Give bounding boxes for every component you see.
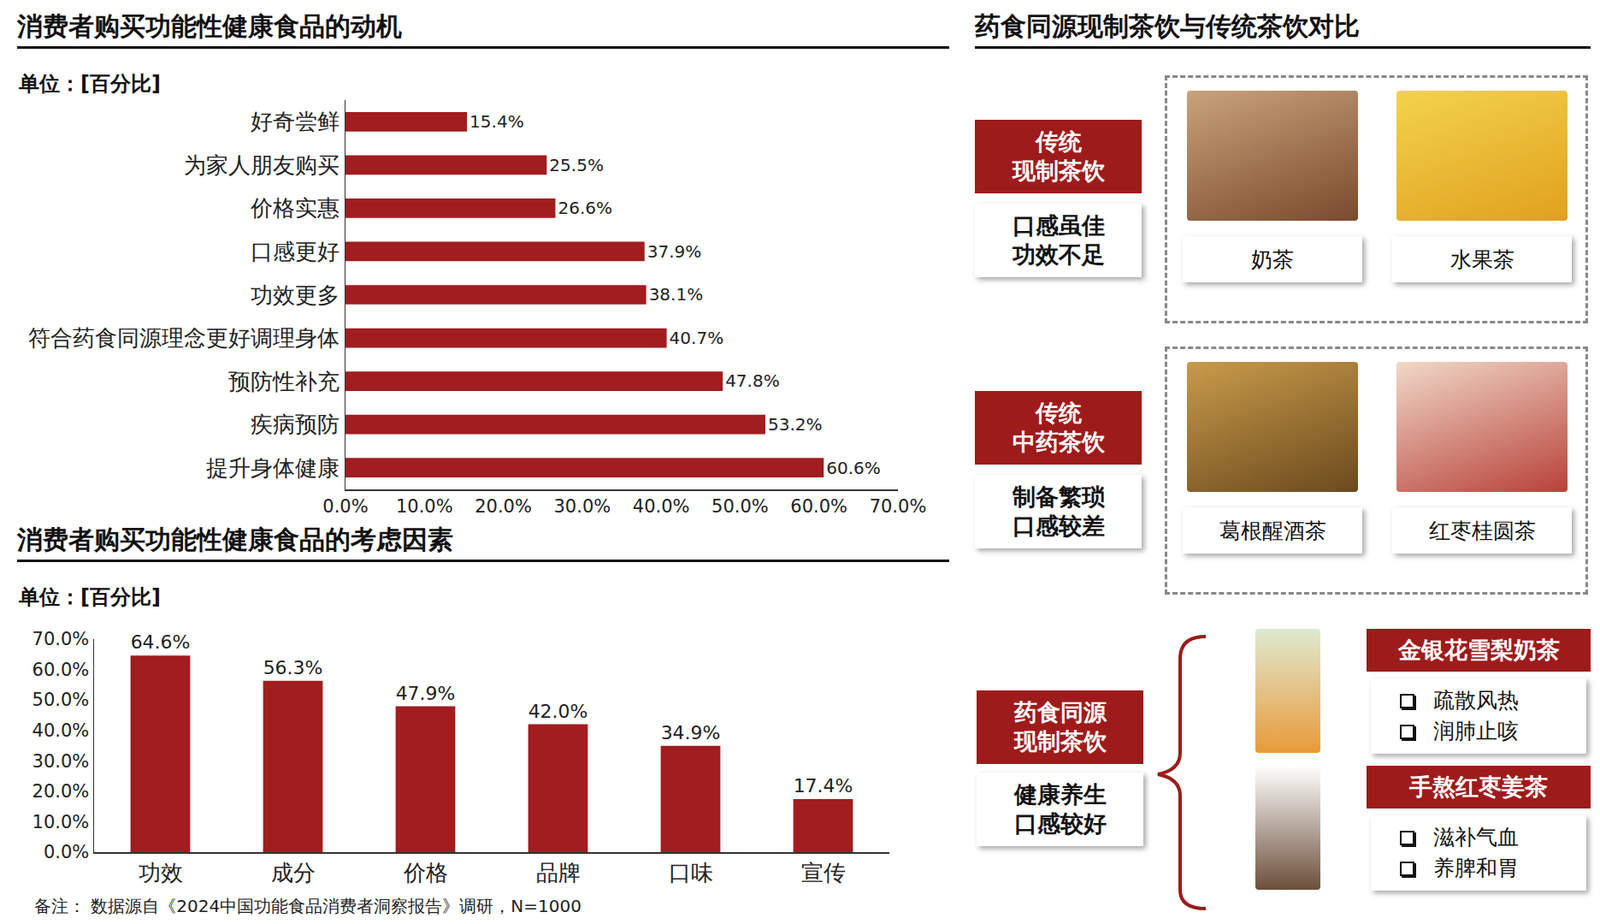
svg-text:预防性补充: 预防性补充 — [228, 368, 340, 395]
svg-text:好奇尝鲜: 好奇尝鲜 — [250, 108, 340, 135]
svg-text:56.3%: 56.3% — [263, 656, 324, 679]
html-text:消费者购买功能性健康食品的动机: 消费者购买功能性健康食品的动机 — [17, 11, 402, 42]
svg-text:50.0%: 50.0% — [711, 495, 769, 517]
svg-text:口感更好: 口感更好 — [250, 238, 340, 265]
html-text:健康养生: 健康养生 — [1013, 780, 1107, 808]
html-text:制备繁琐: 制备繁琐 — [1012, 483, 1105, 510]
svg-text:26.6%: 26.6% — [557, 197, 613, 219]
html-text:金银花雪梨奶茶: 金银花雪梨奶茶 — [1397, 636, 1560, 663]
svg-text:0.0%: 0.0% — [43, 841, 89, 862]
svg-text:60.0%: 60.0% — [790, 495, 848, 517]
html-text:红枣桂圆茶: 红枣桂圆茶 — [1428, 517, 1536, 543]
svg-text:53.2%: 53.2% — [767, 413, 823, 435]
html-text:手熬红枣姜茶: 手熬红枣姜茶 — [1409, 773, 1548, 800]
svg-text:符合药食同源理念更好调理身体: 符合药食同源理念更好调理身体 — [28, 324, 340, 351]
html-text:口感较好: 口感较好 — [1013, 809, 1107, 837]
html-text:现制茶饮: 现制茶饮 — [1012, 157, 1105, 184]
svg-text:40.7%: 40.7% — [669, 327, 725, 349]
svg-text:40.0%: 40.0% — [632, 495, 691, 517]
svg-text:10.0%: 10.0% — [32, 811, 90, 833]
html-text:滋补气血: 滋补气血 — [1433, 824, 1519, 850]
html-text:传统: 传统 — [1035, 399, 1082, 426]
svg-text:20.0%: 20.0% — [32, 780, 90, 802]
svg-text:60.0%: 60.0% — [32, 659, 90, 680]
svg-text:30.0%: 30.0% — [554, 495, 612, 517]
html-text:药食同源现制茶饮与传统茶饮对比: 药食同源现制茶饮与传统茶饮对比 — [974, 11, 1360, 42]
svg-text:38.1%: 38.1% — [649, 283, 704, 305]
svg-text:47.9%: 47.9% — [395, 682, 456, 704]
svg-text:47.8%: 47.8% — [725, 370, 780, 391]
svg-text:34.9%: 34.9% — [661, 721, 721, 744]
svg-text:0.0%: 0.0% — [322, 495, 368, 517]
svg-text:42.0%: 42.0% — [528, 700, 589, 722]
svg-text:宣传: 宣传 — [801, 859, 846, 886]
svg-text:70.0%: 70.0% — [869, 495, 927, 517]
svg-text:40.0%: 40.0% — [32, 720, 90, 741]
svg-text:64.6%: 64.6% — [130, 631, 191, 653]
svg-text:17.4%: 17.4% — [793, 774, 854, 797]
svg-text:10.0%: 10.0% — [395, 495, 454, 517]
html-text:润肺止咳: 润肺止咳 — [1433, 718, 1519, 744]
svg-text:30.0%: 30.0% — [32, 750, 90, 772]
html-text:功效不足: 功效不足 — [1012, 241, 1105, 268]
svg-text:价格实惠: 价格实惠 — [249, 194, 340, 221]
svg-text:口味: 口味 — [668, 859, 714, 886]
svg-text:功效更多: 功效更多 — [250, 282, 340, 308]
svg-text:15.4%: 15.4% — [469, 111, 525, 132]
html-text:药食同源: 药食同源 — [1013, 698, 1107, 726]
html-text:单位：[百分比]: 单位：[百分比] — [18, 71, 161, 96]
svg-text:疾病预防: 疾病预防 — [250, 411, 340, 437]
html-text:养脾和胃: 养脾和胃 — [1433, 855, 1519, 880]
svg-text:37.9%: 37.9% — [647, 241, 703, 262]
svg-text:成分: 成分 — [271, 859, 316, 886]
html-text:葛根醒酒茶: 葛根醒酒茶 — [1219, 517, 1326, 543]
html-text:口感虽佳: 口感虽佳 — [1012, 212, 1105, 239]
html-text:水果茶: 水果茶 — [1449, 246, 1515, 272]
html-text:现制茶饮: 现制茶饮 — [1013, 727, 1107, 755]
html-text:传统: 传统 — [1035, 128, 1082, 155]
svg-text:20.0%: 20.0% — [474, 495, 532, 517]
svg-text:50.0%: 50.0% — [32, 689, 90, 710]
html-text:奶茶: 奶茶 — [1251, 246, 1294, 272]
html-text:疏散风热: 疏散风热 — [1433, 687, 1519, 713]
svg-text:提升身体健康: 提升身体健康 — [206, 454, 340, 481]
html-text:备注： 数据源自《2024中国功能食品消费者洞察报告》调研，: 备注： 数据源自《2024中国功能食品消费者洞察报告》调研，N=1000 — [34, 895, 582, 916]
html-text:消费者购买功能性健康食品的考虑因素: 消费者购买功能性健康食品的考虑因素 — [17, 524, 454, 555]
svg-text:70.0%: 70.0% — [32, 628, 90, 650]
svg-text:为家人朋友购买: 为家人朋友购买 — [183, 152, 340, 178]
svg-text:60.6%: 60.6% — [826, 457, 881, 479]
svg-text:功效: 功效 — [138, 859, 184, 886]
svg-text:价格: 价格 — [402, 859, 449, 886]
html-text:单位：[百分比]: 单位：[百分比] — [18, 584, 161, 609]
html-text:口感较差: 口感较差 — [1012, 512, 1105, 539]
html-text:中药茶饮: 中药茶饮 — [1012, 428, 1105, 455]
svg-text:品牌: 品牌 — [536, 859, 581, 886]
svg-text:25.5%: 25.5% — [549, 154, 604, 176]
